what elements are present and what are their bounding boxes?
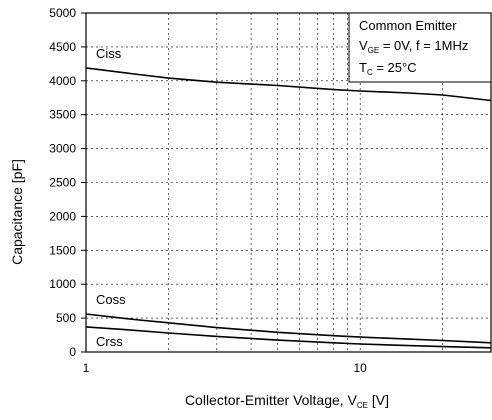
series-lines [85,67,492,349]
y-tick-label: 1500 [49,243,76,257]
annotation-line-3-subscript: C [367,68,373,77]
annotation-line-2-symbol: V [359,38,368,53]
x-tick-label: 1 [83,361,90,375]
series-line-crss [85,326,492,349]
series-line-ciss [85,67,492,102]
y-tick-label: 1000 [49,277,76,291]
annotation-line-1: Common Emitter [359,18,457,33]
annotation-line-3: TC = 25°C [359,60,417,77]
x-axis-label: Collector-Emitter Voltage, VCE [V] [185,392,389,410]
x-tick-label: 10 [354,361,368,375]
series-labels: Ciss Coss Crss [96,46,126,349]
series-label-coss: Coss [96,292,126,307]
annotation-line-2-rest: = 0V, f = 1MHz [379,38,468,53]
series-label-ciss: Ciss [96,46,122,61]
y-tick-label: 2500 [49,176,76,190]
series-label-crss: Crss [96,334,123,349]
x-axis-label-subscript: CE [357,401,368,410]
series-line-coss [85,313,492,344]
y-tick-label: 3500 [49,108,76,122]
x-axis-label-unit: [V] [368,392,389,408]
x-axis-label-main: Collector-Emitter Voltage, V [185,392,358,408]
y-tick-label: 3000 [49,142,76,156]
y-tick-label: 4000 [49,74,76,88]
annotation-line-2-subscript: GE [368,46,380,55]
x-tick-labels: 1 10 [83,361,368,375]
y-tick-label: 0 [69,345,76,359]
y-tick-label: 4500 [49,40,76,54]
y-tick-label: 500 [56,311,76,325]
annotation-box: Common Emitter VGE = 0V, f = 1MHz TC = 2… [348,12,492,83]
annotation-frame [348,12,492,83]
annotation-line-3-rest: = 25°C [373,60,417,75]
y-axis-label: Capacitance [pF] [9,159,25,265]
annotation-line-2: VGE = 0V, f = 1MHz [359,38,468,55]
y-tick-label: 2000 [49,209,76,223]
y-tick-label: 5000 [49,6,76,20]
y-tick-labels: 0 500 1000 1500 2000 2500 3000 3500 4000 4500 5000 [49,6,86,359]
annotation-line-3-symbol: T [359,60,367,75]
